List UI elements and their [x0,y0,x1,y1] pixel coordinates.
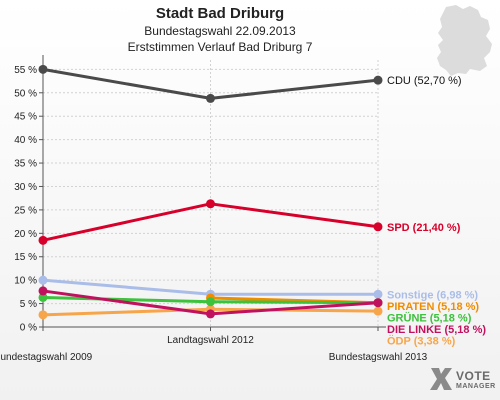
series-end-label: DIE LINKE (5,18 %) [387,324,486,336]
vote-manager-logo: VOTE MANAGER [428,365,500,395]
brand-line1: VOTE [456,369,491,383]
y-tick-label: 55 % [14,65,37,76]
y-tick-label: 45 % [14,112,37,123]
brand-line2: MANAGER [456,383,496,390]
chart-title: Stadt Bad Driburg [155,5,285,22]
data-point [38,286,48,296]
y-tick-label: 15 % [14,252,37,263]
y-tick-label: 30 % [14,182,37,193]
y-tick-label: 35 % [14,159,37,170]
series-end-label: GRÜNE (5,18 %) [387,311,472,324]
data-point [38,235,48,245]
series-end-label: SPD (21,40 %) [387,222,461,234]
y-tick-label: 50 % [14,88,37,99]
data-point [373,306,383,316]
y-tick-label: 10 % [14,276,37,287]
y-tick-label: 5 % [20,299,37,310]
y-tick-label: 0 % [20,323,37,334]
vote-manager-x-icon [430,368,452,390]
data-point [206,297,215,307]
y-tick-label: 20 % [14,229,37,240]
data-point [38,64,48,74]
series-labels: CDU (52,70 %) SPD (21,40 %) Sonstige (6,98… [387,75,486,347]
data-point [373,222,383,232]
series-lines [38,64,383,320]
chart-subtitle-district: Erststimmen Verlauf Bad Driburg 7 [127,40,313,54]
germany-map-icon [437,5,492,76]
chart-subtitle-election: Bundestagswahl 22.09.2013 [144,24,296,38]
chart-header: Stadt Bad Driburg Bundestagswahl 22.09.2… [0,5,440,55]
data-point [373,75,383,85]
y-tick-label: 25 % [14,205,37,216]
x-tick-label: Bundestagswahl 2009 [0,352,93,363]
y-tick-label: 40 % [14,135,37,146]
x-tick-label: Bundestagswahl 2013 [329,352,428,363]
series-end-label: CDU (52,70 %) [387,75,462,87]
data-point [373,289,383,299]
data-point [38,275,48,285]
data-point [373,298,383,308]
data-point [206,309,215,319]
data-point [38,310,48,320]
axes: 0 % 5 % 10 % 15 % 20 % 25 % 30 % 35 % 40 % 45 % 50… [0,55,428,363]
data-point [206,93,215,103]
series-end-label: Sonstige (6,98 %) [387,289,478,301]
series-end-label: ÖDP (3,38 %) [387,334,456,347]
series-end-label: PIRATEN (5,18 %) [387,301,479,313]
x-tick-label: Landtagswahl 2012 [167,335,254,346]
data-point [38,292,48,302]
data-point [206,199,215,209]
